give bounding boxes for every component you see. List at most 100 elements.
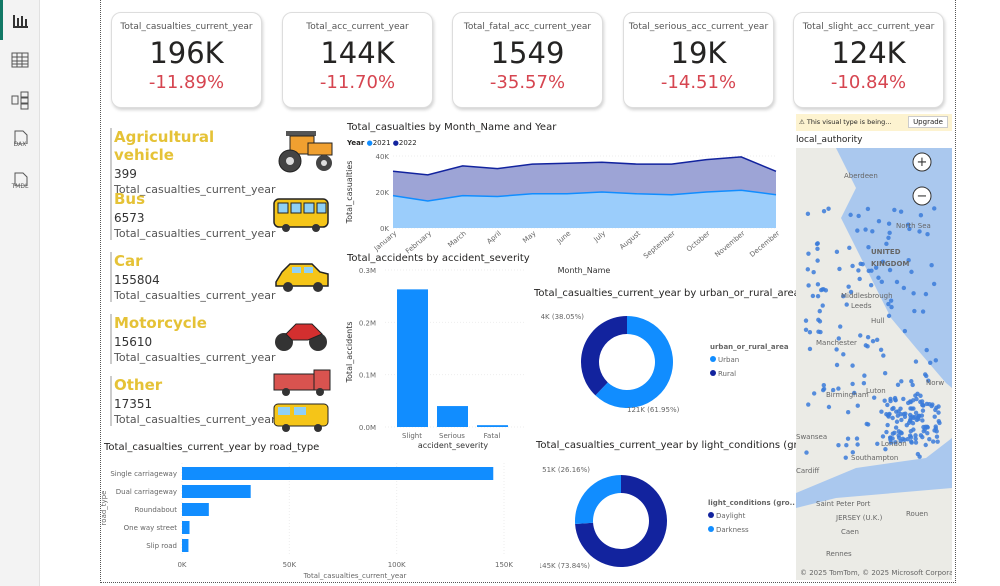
map-point <box>807 330 813 335</box>
zoom-in-button[interactable] <box>912 152 932 172</box>
map-point <box>924 347 929 353</box>
map-point <box>870 338 876 344</box>
map-point <box>836 386 841 391</box>
map-label: Rouen <box>906 510 928 518</box>
map-point <box>810 293 816 299</box>
map-point <box>935 439 940 444</box>
map-label: JERSEY (U.K.) <box>835 514 883 522</box>
map-point <box>907 412 913 418</box>
zoom-out-button[interactable] <box>912 186 932 206</box>
map-point <box>820 303 825 308</box>
bus-icon <box>273 198 329 232</box>
map-point <box>876 218 882 224</box>
vehicle-count: 6573 <box>114 211 145 225</box>
map-point <box>909 406 915 411</box>
road-chart-title: Total_casualties_current_year by road_ty… <box>104 442 320 453</box>
y-tick-label: 0.3M <box>359 267 376 275</box>
y-tick-label: Single carriageway <box>110 470 177 478</box>
map-point <box>923 291 929 297</box>
map-point <box>817 308 822 314</box>
vehicle-count: 17351 <box>114 397 153 411</box>
map-point <box>870 229 875 234</box>
map-point <box>885 413 891 418</box>
legend-item-2022[interactable]: 2022 <box>398 139 417 147</box>
report-view-icon[interactable] <box>8 10 32 34</box>
map-point <box>933 358 939 363</box>
map-point <box>929 263 934 268</box>
map-point <box>890 436 895 441</box>
map-point <box>890 415 895 421</box>
map-point <box>806 402 811 407</box>
vehicle-card: Other 17351 Total_casualties_current_year <box>110 376 276 426</box>
map-label: Leeds <box>851 302 872 310</box>
map-point <box>855 403 860 408</box>
map-point <box>830 387 836 393</box>
x-tick-label: Serious <box>439 432 465 440</box>
legend-item-2021[interactable]: 2021 <box>372 139 391 147</box>
kpi-value: 196K <box>149 36 224 70</box>
vehicle-card: Bus 6573 Total_casualties_current_year <box>110 190 276 240</box>
x-tick-label: 50K <box>283 561 297 569</box>
dax-label: DAX <box>13 141 27 148</box>
kpi-change: -11.70% <box>319 72 396 93</box>
upgrade-button[interactable]: Upgrade <box>908 116 948 128</box>
model-view-icon[interactable] <box>8 90 32 114</box>
map-point <box>925 431 930 436</box>
map-point <box>821 287 826 292</box>
map-point <box>899 379 904 384</box>
line-2021 <box>392 189 777 202</box>
map-point <box>844 302 849 307</box>
map-point <box>865 206 871 212</box>
x-tick-label: Fatal <box>484 432 501 440</box>
y-tick-label: One way street <box>124 524 178 532</box>
map-point <box>847 245 852 251</box>
kpi-title: Total_casualties_current_year <box>120 22 253 32</box>
urban-chart-title: Total_casualties_current_year by urban_o… <box>534 288 800 299</box>
y-tick-label: Dual carriageway <box>116 488 177 496</box>
map-point <box>884 241 889 247</box>
map-point <box>909 440 914 445</box>
map-point <box>932 414 937 419</box>
y-tick-label: 40K <box>376 153 390 161</box>
map-point <box>902 328 908 334</box>
map-point <box>886 313 892 319</box>
map-point <box>896 433 901 438</box>
map-point <box>887 230 892 236</box>
map-point <box>806 283 811 288</box>
map-point <box>841 293 846 299</box>
tmdl-view-icon[interactable]: TMDL <box>8 172 32 196</box>
map-point <box>879 409 884 414</box>
map-label: KINGDOM <box>871 260 909 268</box>
dax-query-icon[interactable]: DAX <box>8 130 32 154</box>
map-point <box>920 418 925 423</box>
map-point <box>884 429 889 435</box>
map-point <box>885 422 890 428</box>
table-view-icon[interactable] <box>8 50 32 74</box>
kpi-value: 19K <box>670 36 727 70</box>
area-legend: Year ●2021 ●2022 <box>347 139 417 147</box>
kpi-title: Total_acc_current_year <box>306 22 409 32</box>
map-point <box>918 213 924 218</box>
map-point <box>850 263 855 269</box>
kpi-title: Total_fatal_acc_current_year <box>463 22 592 32</box>
vehicle-icons <box>273 131 333 432</box>
map-point <box>850 450 856 455</box>
map-point <box>868 283 874 288</box>
local-authority-map[interactable]: Aberdeen North Sea UNITED KINGDOM Middlesbro… <box>796 148 952 580</box>
x-tick-label: August <box>618 229 642 251</box>
map-point <box>911 415 916 421</box>
map-point <box>911 427 916 432</box>
map-label: Manchester <box>816 339 857 347</box>
severity-chart-title: Total_accidents by accident_severity <box>347 253 530 264</box>
map-point <box>923 424 928 429</box>
map-point <box>803 318 809 323</box>
map-point <box>860 262 865 267</box>
donut-slice-darkness <box>575 475 621 524</box>
map-point <box>806 251 811 256</box>
map-label: Luton <box>866 387 886 395</box>
map-point <box>855 442 860 447</box>
map-point <box>848 212 853 218</box>
map-point <box>908 435 914 440</box>
urban-rural-donut: 121K (61.95%) 74K (38.05%) urban_or_rural_… <box>540 313 789 414</box>
map-label: Aberdeen <box>844 172 878 180</box>
